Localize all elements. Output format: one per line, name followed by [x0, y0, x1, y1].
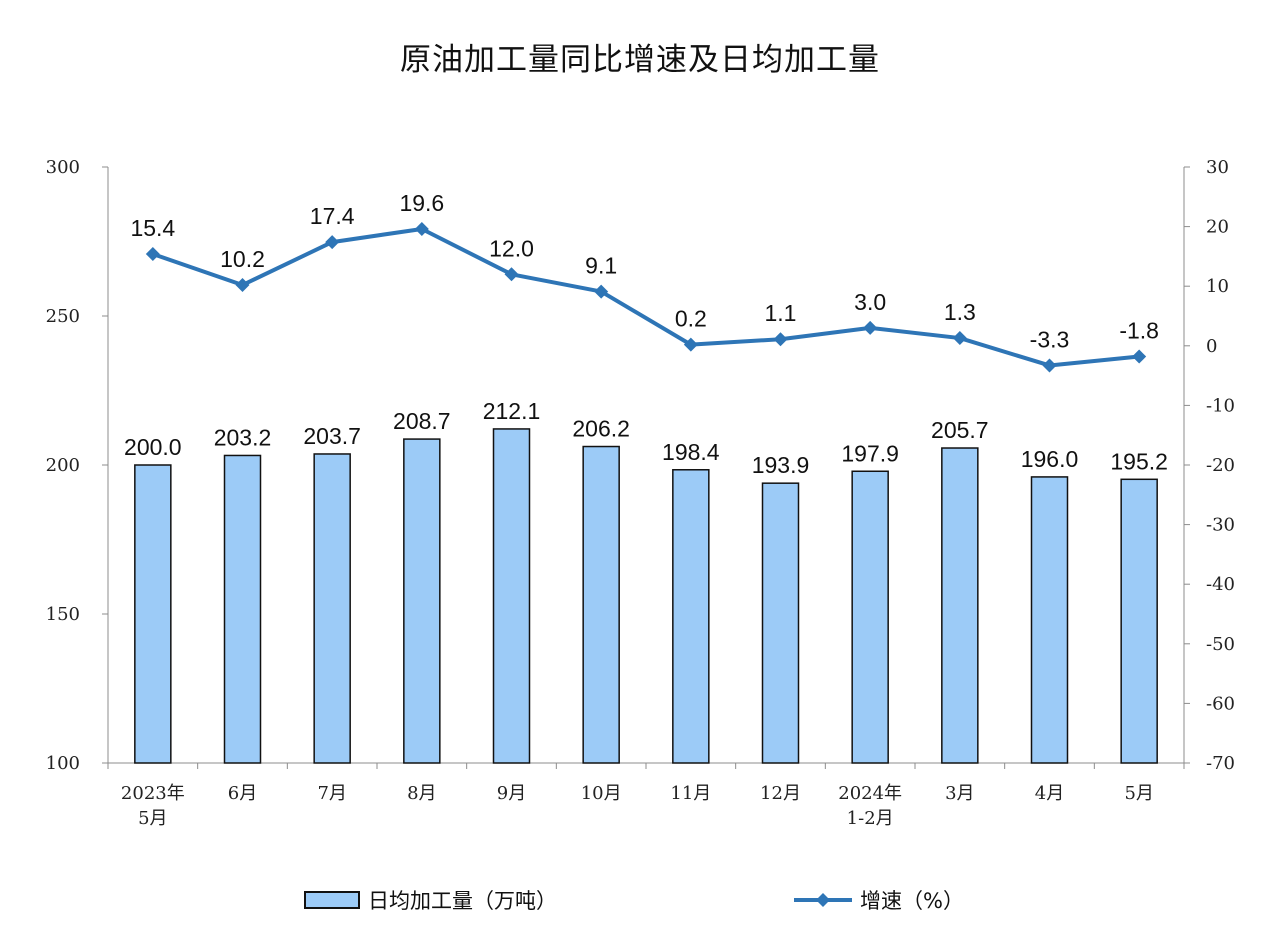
line-point — [325, 235, 340, 250]
line-value-label: 1.3 — [944, 299, 976, 325]
bar — [672, 469, 710, 764]
x-category-label: 7月 — [317, 783, 346, 804]
bar-value-label: 208.7 — [393, 408, 451, 434]
bar — [313, 453, 351, 764]
x-category-label: 12月 — [760, 783, 801, 804]
right-tick-label: -10 — [1206, 395, 1235, 416]
x-axis-categories: 2023年 5月 6月 7月 8月 9月 10月 11月 12月 2024年 1-2月 3月 4月 5月 — [121, 783, 1154, 829]
line-value-label: 19.6 — [399, 190, 444, 216]
bar — [851, 470, 889, 764]
bar — [1030, 476, 1069, 764]
line-point — [594, 284, 609, 299]
left-tick-label: 150 — [46, 604, 80, 625]
x-category-label: 1-2月 — [847, 808, 894, 829]
bar-value-label: 203.2 — [214, 424, 272, 450]
chart-title: 原油加工量同比增速及日均加工量 — [400, 42, 880, 78]
x-category-label: 2023年 — [121, 783, 185, 804]
line-point — [235, 278, 250, 293]
line-point — [952, 331, 967, 346]
right-tick-label: -30 — [1206, 515, 1235, 536]
bar-value-label: 205.7 — [931, 417, 989, 443]
x-category-label: 5月 — [138, 808, 167, 829]
line-value-label: 9.1 — [585, 253, 617, 279]
bar-value-label: 193.9 — [752, 452, 810, 478]
line-point — [414, 221, 429, 236]
legend-bar-swatch — [304, 891, 360, 909]
x-category-label: 3月 — [945, 783, 974, 804]
bar-value-label: 203.7 — [303, 423, 361, 449]
x-category-label: 6月 — [228, 783, 257, 804]
bar — [761, 482, 800, 764]
line-point — [863, 320, 878, 335]
line-value-label: -3.3 — [1030, 326, 1070, 352]
right-tick-label: -20 — [1206, 455, 1235, 476]
right-tick-label: -50 — [1206, 634, 1235, 655]
left-tick-label: 100 — [46, 753, 80, 774]
left-tick-label: 300 — [46, 157, 80, 178]
line-value-label: 15.4 — [130, 215, 175, 241]
bar — [492, 428, 531, 764]
bar-value-label: 206.2 — [572, 416, 630, 442]
legend-line-marker — [816, 893, 830, 907]
right-tick-label: 20 — [1206, 217, 1229, 238]
line-value-label: 3.0 — [854, 289, 886, 315]
bar — [403, 438, 441, 764]
bar-value-label: 197.9 — [841, 440, 899, 466]
right-tick-label: 10 — [1206, 276, 1229, 297]
bar-value-label: 195.2 — [1110, 448, 1168, 474]
right-tick-label: 0 — [1206, 336, 1217, 357]
bar-value-label: 212.1 — [483, 398, 541, 424]
line-value-label: -1.8 — [1119, 318, 1159, 344]
line-value-label: 10.2 — [220, 246, 265, 272]
series-line — [152, 226, 1140, 368]
x-category-label: 8月 — [407, 783, 436, 804]
legend-bar-label: 日均加工量（万吨） — [368, 889, 557, 913]
x-category-label: 11月 — [670, 783, 711, 804]
x-category-label: 5月 — [1124, 783, 1153, 804]
left-tick-label: 250 — [46, 306, 80, 327]
bar-value-label: 200.0 — [124, 434, 182, 460]
line-point — [145, 247, 160, 262]
legend: 日均加工量（万吨） 增速（%） — [304, 889, 964, 913]
bar — [1120, 478, 1158, 764]
line-point — [1132, 349, 1147, 364]
line-point — [504, 267, 519, 282]
line-value-label: 1.1 — [765, 300, 797, 326]
bar-value-label: 198.4 — [662, 439, 720, 465]
line-value-label: 0.2 — [675, 306, 707, 332]
left-tick-label: 200 — [46, 455, 80, 476]
right-tick-label: 30 — [1206, 157, 1229, 178]
legend-line-label: 增速（%） — [860, 889, 964, 913]
right-tick-label: -70 — [1206, 753, 1235, 774]
line-series — [145, 221, 1147, 373]
bar — [223, 454, 262, 764]
x-category-label: 4月 — [1035, 783, 1064, 804]
bar-value-label: 196.0 — [1021, 446, 1079, 472]
bar-value-labels: 200.0 203.2 203.7 208.7 212.1 206.2 198.4 193.9… — [124, 398, 1168, 478]
right-tick-label: -60 — [1206, 693, 1235, 714]
right-tick-label: -40 — [1206, 574, 1235, 595]
bar — [941, 447, 979, 764]
x-category-label: 2024年 — [838, 783, 902, 804]
bar-series — [134, 428, 1158, 764]
line-point — [683, 337, 698, 352]
bar — [582, 445, 620, 764]
line-value-label: 17.4 — [310, 203, 355, 229]
x-category-label: 9月 — [497, 783, 526, 804]
line-point — [1042, 358, 1057, 373]
x-category-label: 10月 — [581, 783, 622, 804]
bar — [134, 464, 172, 764]
line-point — [773, 332, 788, 347]
line-value-labels: 15.4 10.2 17.4 19.6 12.0 9.1 0.2 1.1 3.0 1.3 -3.3 -… — [130, 190, 1159, 352]
line-value-label: 12.0 — [489, 235, 534, 261]
